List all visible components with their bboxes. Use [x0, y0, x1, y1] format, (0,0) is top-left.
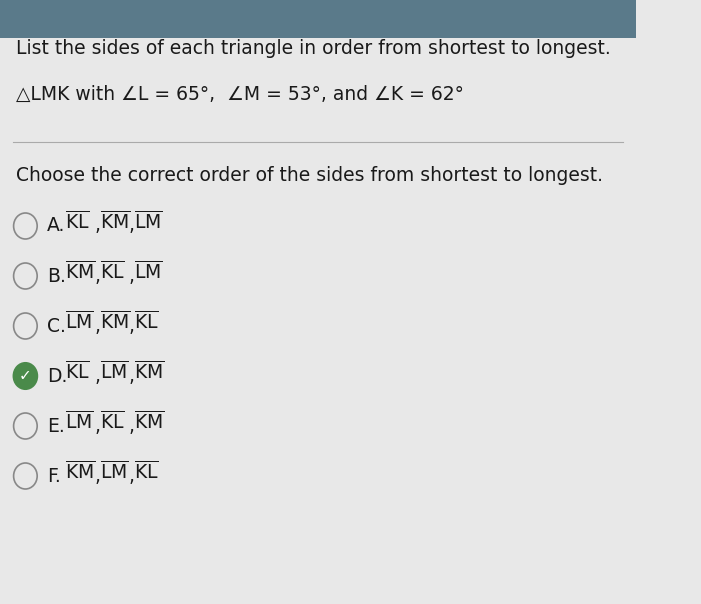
Text: C.: C. — [47, 316, 66, 335]
Text: ,: , — [95, 216, 100, 236]
Text: $\overline{\mathrm{KL}}$: $\overline{\mathrm{KL}}$ — [100, 261, 125, 282]
Text: A.: A. — [47, 216, 65, 236]
Text: Choose the correct order of the sides from shortest to longest.: Choose the correct order of the sides fr… — [16, 167, 604, 185]
Text: ,: , — [95, 367, 100, 385]
Text: ✓: ✓ — [19, 368, 32, 384]
Text: B.: B. — [47, 266, 66, 286]
Text: ,: , — [129, 316, 135, 335]
Text: $\overline{\mathrm{KM}}$: $\overline{\mathrm{KM}}$ — [100, 211, 130, 233]
Text: ,: , — [95, 417, 100, 435]
Text: $\overline{\mathrm{KL}}$: $\overline{\mathrm{KL}}$ — [134, 461, 159, 483]
Text: $\overline{\mathrm{LM}}$: $\overline{\mathrm{LM}}$ — [100, 461, 128, 483]
Circle shape — [13, 363, 37, 389]
Circle shape — [13, 213, 37, 239]
Text: ,: , — [95, 316, 100, 335]
Text: $\overline{\mathrm{KM}}$: $\overline{\mathrm{KM}}$ — [100, 310, 130, 332]
Text: ,: , — [129, 216, 135, 236]
Text: $\overline{\mathrm{KL}}$: $\overline{\mathrm{KL}}$ — [134, 310, 159, 332]
Text: F.: F. — [47, 466, 61, 486]
Text: ,: , — [129, 266, 135, 286]
Text: D.: D. — [47, 367, 67, 385]
Text: ,: , — [95, 266, 100, 286]
FancyBboxPatch shape — [0, 0, 636, 38]
Text: △LMK with ∠L = 65°,  ∠M = 53°, and ∠K = 62°: △LMK with ∠L = 65°, ∠M = 53°, and ∠K = 6… — [16, 85, 464, 103]
Text: ,: , — [95, 466, 100, 486]
Text: $\overline{\mathrm{KM}}$: $\overline{\mathrm{KM}}$ — [65, 461, 96, 483]
Text: $\overline{\mathrm{LM}}$: $\overline{\mathrm{LM}}$ — [134, 211, 163, 233]
Text: $\overline{\mathrm{KL}}$: $\overline{\mathrm{KL}}$ — [65, 361, 90, 382]
Circle shape — [13, 413, 37, 439]
Text: ,: , — [129, 417, 135, 435]
Circle shape — [13, 313, 37, 339]
Text: ,: , — [129, 466, 135, 486]
Text: $\overline{\mathrm{LM}}$: $\overline{\mathrm{LM}}$ — [134, 261, 163, 282]
Text: List the sides of each triangle in order from shortest to longest.: List the sides of each triangle in order… — [16, 39, 611, 59]
Text: E.: E. — [47, 417, 65, 435]
Text: $\overline{\mathrm{KL}}$: $\overline{\mathrm{KL}}$ — [65, 211, 90, 233]
Circle shape — [13, 463, 37, 489]
Text: $\overline{\mathrm{KM}}$: $\overline{\mathrm{KM}}$ — [134, 361, 165, 382]
Text: $\overline{\mathrm{KL}}$: $\overline{\mathrm{KL}}$ — [100, 411, 125, 432]
Text: $\overline{\mathrm{LM}}$: $\overline{\mathrm{LM}}$ — [100, 361, 128, 382]
Text: ,: , — [129, 367, 135, 385]
Text: $\overline{\mathrm{LM}}$: $\overline{\mathrm{LM}}$ — [65, 411, 94, 432]
Text: $\overline{\mathrm{LM}}$: $\overline{\mathrm{LM}}$ — [65, 310, 94, 332]
Text: $\overline{\mathrm{KM}}$: $\overline{\mathrm{KM}}$ — [134, 411, 165, 432]
Text: $\overline{\mathrm{KM}}$: $\overline{\mathrm{KM}}$ — [65, 261, 96, 282]
Circle shape — [13, 263, 37, 289]
